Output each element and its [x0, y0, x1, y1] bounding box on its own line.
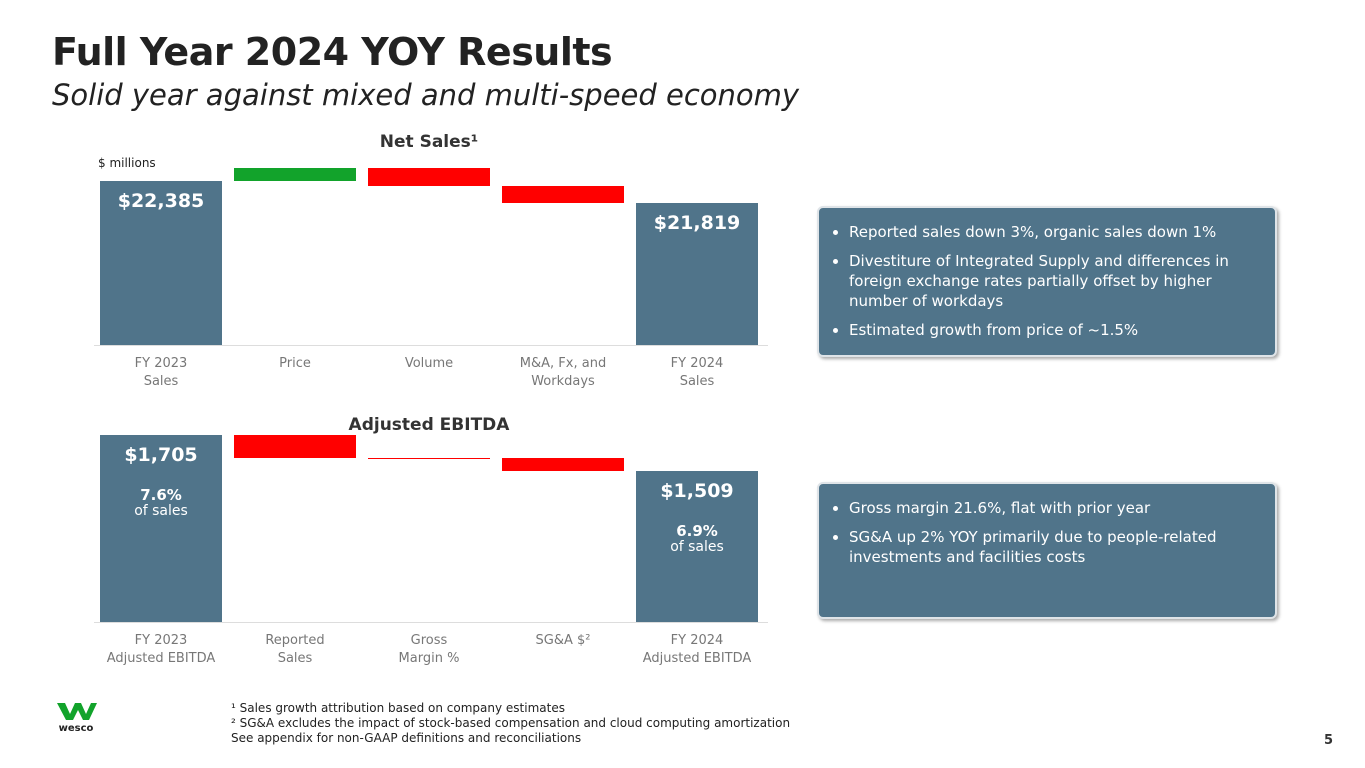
- x-tick-label: FY 2024 Sales: [670, 356, 724, 389]
- bar: [100, 180, 222, 345]
- bar: [368, 457, 490, 460]
- bullet: SG&A up 2% YOY primarily due to people-r…: [849, 527, 1259, 567]
- logo-mark: wesco: [57, 703, 97, 734]
- data-label: $21,819: [653, 211, 741, 234]
- bar-note: of sales: [134, 502, 188, 519]
- x-tick-label: Price: [279, 356, 311, 371]
- baseline: [94, 622, 768, 623]
- x-tick-label: FY 2023 Adjusted EBITDA: [106, 633, 216, 666]
- chart-title: Net Sales¹: [379, 132, 479, 152]
- bar-note: 7.6%: [140, 485, 182, 504]
- unit-label: $ millions: [98, 156, 156, 170]
- data-label: $22,385: [117, 189, 205, 212]
- bar-note: of sales: [670, 538, 724, 555]
- x-tick-label: M&A, Fx, and Workdays: [519, 356, 607, 389]
- bar: [636, 202, 758, 345]
- x-tick-label: FY 2024 Adjusted EBITDA: [642, 633, 752, 666]
- slide-subtitle: Solid year against mixed and multi-speed…: [52, 78, 800, 112]
- bar: [368, 167, 490, 186]
- data-label: $1,705: [124, 443, 198, 466]
- slide-title: Full Year 2024 YOY Results: [52, 30, 613, 74]
- bar: [234, 167, 356, 181]
- x-tick-label: Volume: [404, 356, 454, 371]
- bullet: Reported sales down 3%, organic sales do…: [849, 222, 1259, 242]
- info-box: Gross margin 21.6%, flat with prior year…: [817, 482, 1277, 619]
- bullet: Estimated growth from price of ~1.5%: [849, 320, 1259, 340]
- bullet-list: Gross margin 21.6%, flat with prior year…: [831, 498, 1259, 567]
- chart-title: Adjusted EBITDA: [348, 415, 510, 435]
- data-label: $1,509: [660, 479, 734, 502]
- x-tick-label: Reported Sales: [265, 633, 325, 666]
- bar-note: 6.9%: [676, 521, 718, 540]
- info-box: Reported sales down 3%, organic sales do…: [817, 206, 1277, 357]
- bar: [234, 434, 356, 458]
- x-tick-label: SG&A $²: [535, 633, 591, 648]
- logo-text: wesco: [59, 723, 94, 734]
- bullet: Divestiture of Integrated Supply and dif…: [849, 251, 1259, 311]
- bar: [636, 470, 758, 622]
- bullet-list: Reported sales down 3%, organic sales do…: [831, 222, 1259, 340]
- footnote: See appendix for non-GAAP definitions an…: [231, 731, 582, 745]
- bullet: Gross margin 21.6%, flat with prior year: [849, 498, 1259, 518]
- baseline: [94, 345, 768, 346]
- x-tick-label: FY 2023 Sales: [134, 356, 188, 389]
- footnote: ² SG&A excludes the impact of stock-base…: [231, 716, 791, 730]
- bar: [502, 457, 624, 471]
- bar: [502, 185, 624, 203]
- x-tick-label: Gross Margin %: [398, 633, 460, 666]
- page-number: 5: [1324, 733, 1334, 748]
- bar: [100, 434, 222, 622]
- footnote: ¹ Sales growth attribution based on comp…: [231, 701, 565, 715]
